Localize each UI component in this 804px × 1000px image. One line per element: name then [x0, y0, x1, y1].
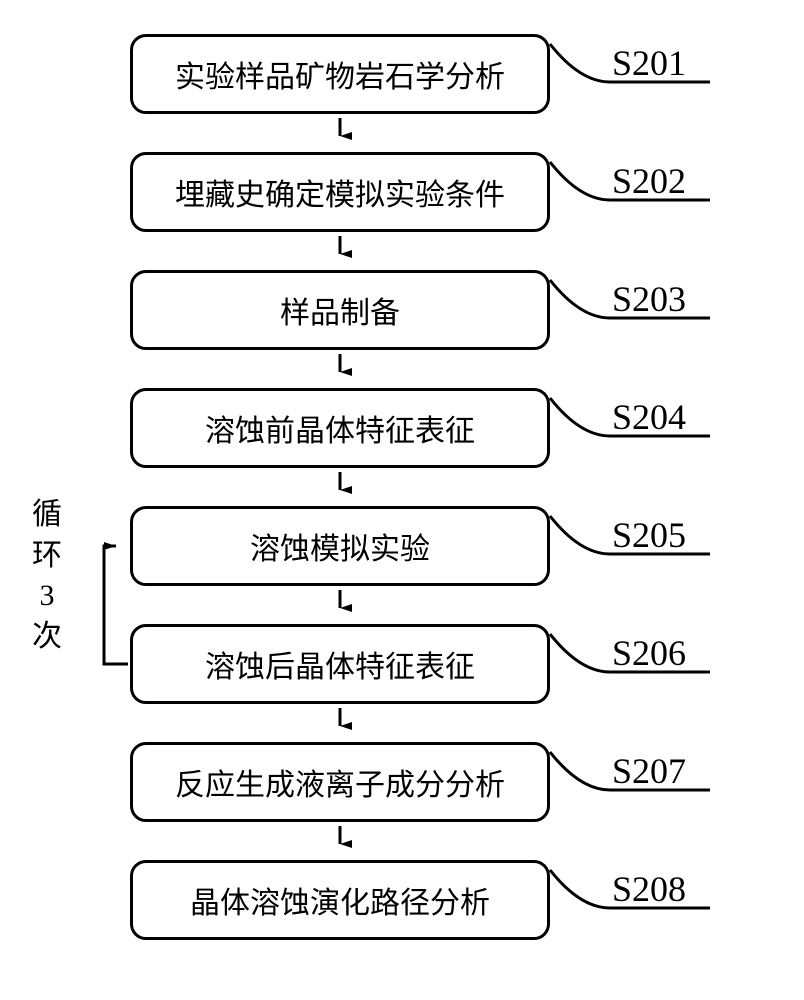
step-box-s204: 溶蚀前晶体特征表征: [130, 388, 550, 468]
step-box-s206: 溶蚀后晶体特征表征: [130, 624, 550, 704]
step-text: 溶蚀模拟实验: [250, 524, 430, 568]
step-label-s202: S202: [612, 160, 686, 202]
step-text: 晶体溶蚀演化路径分析: [190, 878, 490, 922]
loop-label: 循环3次: [32, 495, 62, 657]
step-label-s204: S204: [612, 396, 686, 438]
step-label-s207: S207: [612, 750, 686, 792]
step-text: 埋藏史确定模拟实验条件: [175, 170, 505, 214]
step-text: 溶蚀前晶体特征表征: [205, 406, 475, 450]
step-box-s202: 埋藏史确定模拟实验条件: [130, 152, 550, 232]
flowchart-canvas: 实验样品矿物岩石学分析 S201 埋藏史确定模拟实验条件 S202 样品制备 S203 溶蚀…: [0, 0, 804, 1000]
step-box-s208: 晶体溶蚀演化路径分析: [130, 860, 550, 940]
step-text: 反应生成液离子成分分析: [175, 760, 505, 804]
step-box-s203: 样品制备: [130, 270, 550, 350]
step-label-s203: S203: [612, 278, 686, 320]
step-text: 实验样品矿物岩石学分析: [175, 52, 505, 96]
connector-layer: [0, 0, 804, 1000]
step-box-s201: 实验样品矿物岩石学分析: [130, 34, 550, 114]
step-label-s208: S208: [612, 868, 686, 910]
step-label-s201: S201: [612, 42, 686, 84]
step-label-s205: S205: [612, 514, 686, 556]
step-label-s206: S206: [612, 632, 686, 674]
step-box-s207: 反应生成液离子成分分析: [130, 742, 550, 822]
step-box-s205: 溶蚀模拟实验: [130, 506, 550, 586]
step-text: 溶蚀后晶体特征表征: [205, 642, 475, 686]
step-text: 样品制备: [280, 288, 400, 332]
